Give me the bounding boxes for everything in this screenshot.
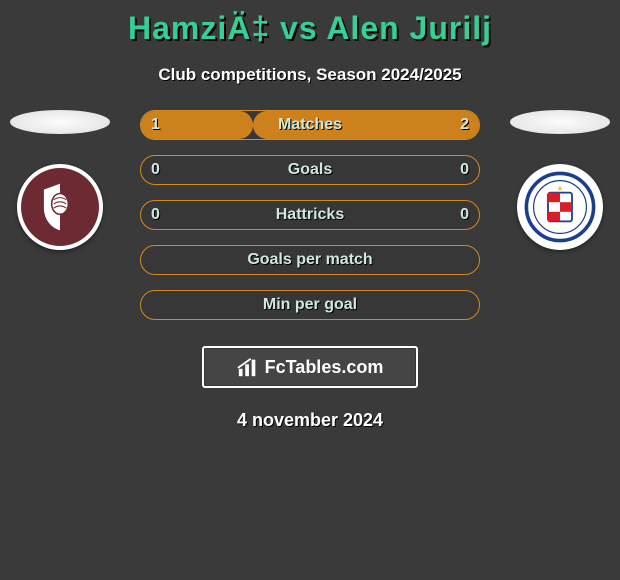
stat-label: Hattricks (276, 206, 344, 224)
watermark-badge: FcTables.com (202, 346, 418, 388)
stat-row-hattricks: 0 Hattricks 0 (140, 200, 480, 230)
stat-row-min-per-goal: Min per goal (140, 290, 480, 320)
stat-left-value: 0 (151, 206, 160, 224)
player-photo-placeholder-right (510, 110, 610, 134)
stat-left-value: 0 (151, 161, 160, 179)
stat-label: Goals per match (247, 251, 372, 269)
shield-icon (39, 181, 81, 233)
club-crest-right (517, 164, 603, 250)
stat-label: Matches (278, 116, 342, 134)
infographic-date: 4 november 2024 (0, 410, 620, 431)
club-crest-left (17, 164, 103, 250)
comparison-block: 1 Matches 2 0 Goals 0 0 Hattricks 0 Goal… (0, 110, 620, 431)
stat-label: Goals (288, 161, 332, 179)
stat-row-matches: 1 Matches 2 (140, 110, 480, 140)
watermark-text: FcTables.com (265, 357, 384, 378)
bar-chart-icon (237, 356, 259, 378)
stat-right-value: 0 (460, 161, 469, 179)
player-photo-placeholder-left (10, 110, 110, 134)
stat-left-value: 1 (151, 116, 160, 134)
right-player-col (500, 110, 620, 250)
stat-right-value: 0 (460, 206, 469, 224)
stat-label: Min per goal (263, 296, 357, 314)
stat-row-goals-per-match: Goals per match (140, 245, 480, 275)
club-badge-icon (524, 171, 596, 243)
stats-list: 1 Matches 2 0 Goals 0 0 Hattricks 0 Goal… (140, 110, 480, 320)
subtitle: Club competitions, Season 2024/2025 (0, 65, 620, 85)
stat-row-goals: 0 Goals 0 (140, 155, 480, 185)
page-title: HamziÄ‡ vs Alen Jurilj (0, 0, 620, 47)
stat-right-value: 2 (460, 116, 469, 134)
left-player-col (0, 110, 120, 250)
